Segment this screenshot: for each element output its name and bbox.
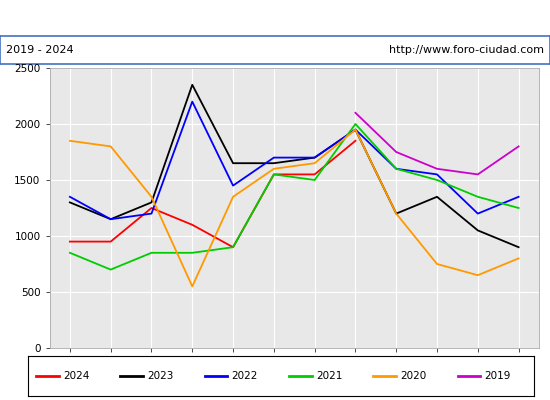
Text: http://www.foro-ciudad.com: http://www.foro-ciudad.com [389, 45, 544, 55]
Text: 2024: 2024 [63, 371, 89, 381]
Text: 2019: 2019 [485, 371, 511, 381]
Text: Evolucion Nº Turistas Nacionales en el municipio de Medina de Rioseco: Evolucion Nº Turistas Nacionales en el m… [8, 12, 542, 24]
Text: 2020: 2020 [400, 371, 426, 381]
Text: 2022: 2022 [232, 371, 258, 381]
Text: 2019 - 2024: 2019 - 2024 [6, 45, 73, 55]
Text: 2023: 2023 [147, 371, 173, 381]
Text: 2021: 2021 [316, 371, 342, 381]
